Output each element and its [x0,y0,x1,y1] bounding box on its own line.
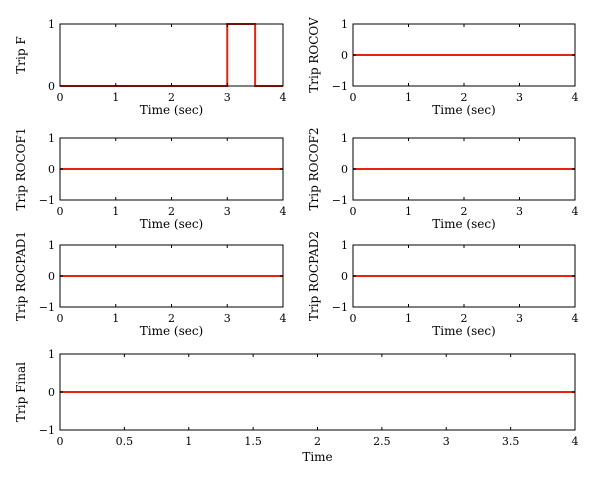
x-tick-label: 0 [350,312,357,325]
subplot-trip-f: 0 1 2 3 4 0 1 Time (sec) Trip F [14,18,287,117]
y-axis-label: Trip F [14,36,28,73]
y-tick-label: 1 [341,132,348,145]
x-axis-label: Time [302,450,332,464]
y-tick-label: 1 [48,132,55,145]
y-axis-label: Trip ROCPAD1 [14,231,28,321]
y-tick-label: 1 [341,239,348,252]
x-axis-label: Time (sec) [432,217,495,231]
x-tick-label: 4 [280,91,287,104]
x-tick-label: 2 [461,205,468,218]
x-tick-label: 0.5 [116,435,134,448]
y-tick-label: −1 [39,301,55,314]
y-tick-label: −1 [332,194,348,207]
y-tick-label: 0 [48,80,55,93]
x-tick-label: 2.5 [373,435,391,448]
x-tick-label: 4 [280,312,287,325]
x-tick-label: 4 [572,205,579,218]
x-tick-label: 0 [350,205,357,218]
y-tick-label: −1 [332,80,348,93]
y-tick-label: 1 [341,18,348,31]
series-line [60,23,283,87]
x-tick-label: 1 [405,91,412,104]
x-tick-label: 1.5 [244,435,262,448]
y-tick-label: −1 [332,301,348,314]
x-tick-label: 2 [168,91,175,104]
x-tick-label: 3.5 [502,435,520,448]
x-tick-label: 3 [516,312,523,325]
x-tick-label: 1 [112,312,119,325]
y-tick-label: 0 [341,270,348,283]
x-tick-label: 1 [405,312,412,325]
x-tick-label: 1 [112,205,119,218]
x-tick-label: 4 [572,312,579,325]
axes-frame [59,23,284,87]
y-tick-label: 0 [48,386,55,399]
y-tick-label: 1 [48,239,55,252]
x-tick-label: 3 [516,205,523,218]
x-tick-label: 0 [57,435,64,448]
y-axis-label: Trip ROCOV [307,17,321,93]
x-tick-label: 1 [405,205,412,218]
x-tick-label: 3 [516,91,523,104]
x-tick-label: 0 [350,91,357,104]
y-tick-label: 0 [341,49,348,62]
y-tick-label: 0 [48,163,55,176]
y-tick-label: 1 [48,348,55,361]
x-tick-label: 1 [112,91,119,104]
x-tick-label: 4 [280,205,287,218]
y-tick-label: 0 [48,270,55,283]
x-tick-label: 2 [314,435,321,448]
y-axis-label: Trip ROCOF1 [14,128,28,211]
x-axis-label: Time (sec) [140,103,203,117]
x-tick-label: 4 [572,91,579,104]
y-axis-label: Trip ROCOF2 [307,128,321,211]
x-tick-label: 2 [461,91,468,104]
x-axis-label: Time (sec) [140,324,203,338]
y-tick-label: −1 [39,194,55,207]
x-axis-label: Time (sec) [140,217,203,231]
y-axis-label: Trip Final [14,362,28,422]
y-tick-label: −1 [39,424,55,437]
x-tick-label: 0 [57,205,64,218]
x-tick-label: 2 [168,205,175,218]
x-axis-label: Time (sec) [432,324,495,338]
x-tick-label: 0 [57,91,64,104]
x-tick-label: 2 [168,312,175,325]
x-axis-label: Time (sec) [432,103,495,117]
y-axis-label: Trip ROCPAD2 [307,231,321,321]
y-tick-label: 1 [48,18,55,31]
x-tick-label: 3 [224,205,231,218]
x-tick-label: 3 [224,91,231,104]
y-tick-label: 0 [341,163,348,176]
x-tick-label: 1 [185,435,192,448]
x-tick-label: 2 [461,312,468,325]
x-tick-label: 3 [443,435,450,448]
x-tick-label: 4 [572,435,579,448]
x-tick-label: 0 [57,312,64,325]
x-tick-label: 3 [224,312,231,325]
